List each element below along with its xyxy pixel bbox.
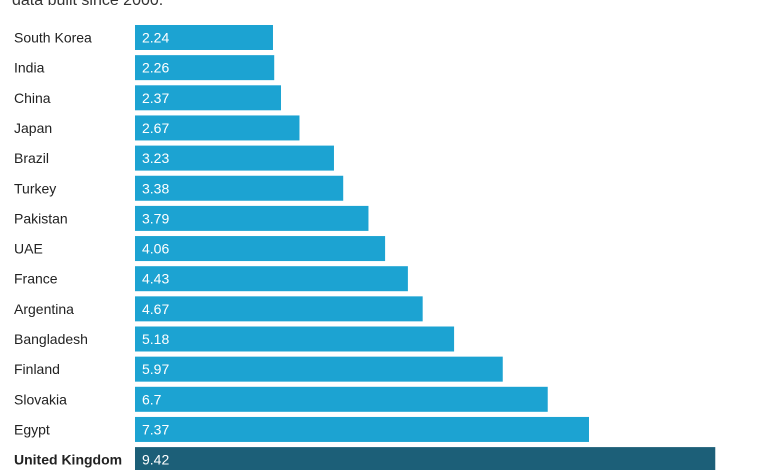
category-label: Argentina — [14, 301, 74, 317]
category-label: China — [14, 90, 51, 106]
value-label: 4.06 — [142, 241, 169, 257]
bar — [135, 416, 589, 442]
bar — [135, 236, 386, 262]
category-label: India — [14, 60, 45, 76]
category-label: Egypt — [14, 421, 50, 437]
category-label: France — [14, 271, 58, 287]
category-label: Turkey — [14, 180, 56, 196]
category-label: Bangladesh — [14, 331, 88, 347]
bar — [135, 205, 369, 231]
value-label: 5.97 — [142, 361, 169, 377]
value-label: 2.67 — [142, 120, 169, 136]
category-label: South Korea — [14, 30, 92, 46]
value-label: 4.67 — [142, 301, 169, 317]
bar — [135, 85, 281, 111]
category-label: Brazil — [14, 150, 49, 166]
bar — [135, 145, 334, 171]
value-label: 2.37 — [142, 90, 169, 106]
bar — [135, 326, 455, 352]
bar — [135, 296, 423, 322]
chart-subtitle: data built since 2000. — [12, 0, 164, 9]
value-label: 2.26 — [142, 60, 169, 76]
value-label: 4.43 — [142, 271, 169, 287]
bar — [135, 55, 275, 81]
value-label: 9.42 — [142, 452, 169, 468]
category-label: Finland — [14, 361, 60, 377]
bar — [135, 175, 344, 201]
category-label: Japan — [14, 120, 52, 136]
value-label: 2.24 — [142, 30, 169, 46]
bar — [135, 356, 503, 382]
bar — [135, 115, 300, 141]
value-label: 3.38 — [142, 180, 169, 196]
bar — [135, 386, 548, 412]
value-label: 7.37 — [142, 421, 169, 437]
value-label: 3.79 — [142, 210, 169, 226]
category-label: Pakistan — [14, 210, 68, 226]
bar — [135, 266, 408, 292]
category-label: Slovakia — [14, 391, 67, 407]
value-label: 3.23 — [142, 150, 169, 166]
value-label: 5.18 — [142, 331, 169, 347]
value-label: 6.7 — [142, 391, 162, 407]
category-label: United Kingdom — [14, 452, 122, 468]
category-label: UAE — [14, 241, 43, 257]
bar — [135, 25, 273, 50]
bar — [135, 447, 716, 470]
